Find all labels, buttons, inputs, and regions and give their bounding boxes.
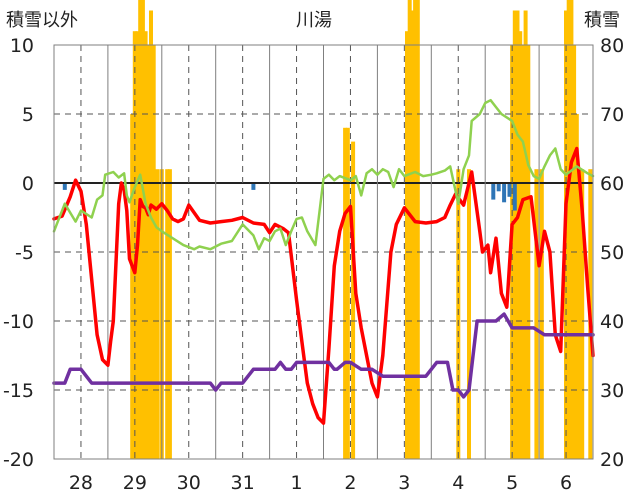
- x-tick-label: 2: [344, 472, 356, 494]
- y-tick-label-left: 0: [22, 173, 34, 195]
- x-tick-label: 31: [231, 472, 255, 494]
- precip-bars-bar: [512, 10, 517, 459]
- y-tick-label-right: 40: [600, 311, 624, 333]
- precip-bars-bar: [345, 127, 350, 460]
- right-axis-label: 積雪: [584, 10, 620, 31]
- neg-bars-bar: [491, 183, 496, 200]
- precip-bars-bar: [410, 10, 415, 459]
- x-tick-label: 3: [398, 472, 410, 494]
- plot-frame: [53, 44, 594, 460]
- chart-title: 川湯: [296, 10, 332, 31]
- x-tick-label: 30: [177, 472, 201, 494]
- neg-bars-bar: [512, 183, 517, 211]
- precip-bars-bar: [574, 114, 579, 459]
- precip-bars-bar: [569, 0, 574, 460]
- grid-layer: 10 80 5 70 0 60 -5 50 -10 40 -15 30 -20 20 28 29 30 31 1 2 3…: [3, 35, 624, 494]
- precip-bars-bar: [467, 169, 471, 459]
- y-tick-label-left: -10: [3, 311, 34, 333]
- precip-bars-bar: [155, 169, 160, 459]
- left-axis-label: 積雪以外: [6, 10, 78, 31]
- x-tick-label: 5: [506, 472, 518, 494]
- x-tick-label: 28: [69, 472, 93, 494]
- y-tick-label-left: -15: [3, 380, 34, 402]
- precip-bars-bar: [130, 114, 135, 459]
- precip-bars-bar: [515, 10, 520, 459]
- precip-bars-bar: [415, 0, 420, 460]
- x-tick-label: 29: [123, 472, 147, 494]
- y-tick-label-right: 20: [600, 449, 624, 471]
- precip-bars-bar: [140, 0, 145, 459]
- precip-bars-bar: [566, 0, 571, 459]
- snow-depth-line: [52, 312, 595, 399]
- y-tick-label-right: 30: [600, 380, 624, 402]
- y-tick-label-right: 60: [600, 173, 624, 195]
- x-tick-label: 1: [291, 472, 303, 494]
- precip-bars-bar: [405, 31, 409, 459]
- y-tick-label-left: 10: [10, 35, 34, 57]
- humidity-like-line: [52, 98, 595, 251]
- neg-bars-bar: [62, 183, 67, 190]
- precip-bars-bar: [165, 169, 170, 459]
- precip-bars-bar: [520, 45, 525, 459]
- x-tick-label: 6: [560, 472, 572, 494]
- y-tick-label-right: 70: [600, 104, 624, 126]
- precip-bars-bar: [149, 10, 153, 459]
- precip-bars-bar: [407, 0, 412, 460]
- temperature-line: [52, 146, 595, 425]
- precip-bars-bar: [577, 169, 582, 459]
- precip-bars-bar: [539, 169, 544, 459]
- precip-bars-bar: [534, 169, 539, 459]
- series-layer: [52, 98, 595, 425]
- precip-bars-bar: [351, 141, 356, 459]
- y-tick-label-left: -20: [3, 449, 34, 471]
- precip-bars-bar: [167, 169, 172, 459]
- neg-bars-bar: [507, 183, 512, 197]
- x-tick-label: 4: [452, 472, 464, 494]
- precip-bars-bar: [523, 10, 528, 459]
- precip-bars-bar: [143, 31, 148, 459]
- precip-bars-bar: [146, 45, 151, 459]
- precip-bars-bar: [138, 0, 143, 460]
- y-tick-label-right: 80: [600, 35, 624, 57]
- y-tick-label-right: 50: [600, 242, 624, 264]
- neg-bars-bar: [502, 183, 507, 203]
- y-tick-label-left: 5: [22, 104, 34, 126]
- precip-bars-bar: [510, 45, 515, 459]
- y-tick-label-left: -5: [15, 242, 34, 264]
- neg-bars-bar: [496, 183, 501, 192]
- precip-bars-bar: [343, 127, 348, 460]
- precip-bars-bar: [413, 0, 418, 459]
- precip-bars-bar: [518, 31, 523, 459]
- neg-bars-bar: [251, 183, 256, 190]
- precip-bars-bar: [580, 169, 585, 459]
